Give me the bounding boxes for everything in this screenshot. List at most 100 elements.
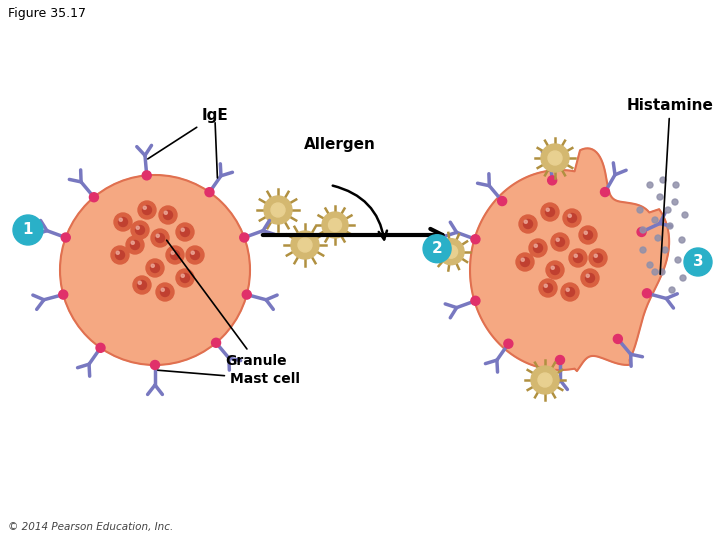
Circle shape xyxy=(548,151,562,165)
Circle shape xyxy=(471,235,480,244)
Circle shape xyxy=(156,234,159,238)
Circle shape xyxy=(131,221,149,239)
Circle shape xyxy=(594,254,598,258)
Circle shape xyxy=(115,251,125,260)
Circle shape xyxy=(143,171,151,180)
Circle shape xyxy=(534,244,542,253)
Circle shape xyxy=(151,264,154,267)
Circle shape xyxy=(205,188,214,197)
Circle shape xyxy=(563,209,581,227)
Circle shape xyxy=(143,206,151,214)
Text: 2: 2 xyxy=(432,241,443,256)
Circle shape xyxy=(504,339,513,348)
Circle shape xyxy=(589,249,607,267)
Circle shape xyxy=(565,287,575,296)
Circle shape xyxy=(60,175,250,365)
Circle shape xyxy=(669,287,675,293)
Circle shape xyxy=(567,213,577,222)
Circle shape xyxy=(659,269,665,275)
Circle shape xyxy=(662,247,668,253)
Circle shape xyxy=(176,223,194,241)
Circle shape xyxy=(637,227,646,237)
Circle shape xyxy=(131,241,135,245)
Circle shape xyxy=(539,279,557,297)
Circle shape xyxy=(657,194,663,200)
Circle shape xyxy=(652,269,658,275)
Circle shape xyxy=(524,220,527,224)
Circle shape xyxy=(551,266,559,274)
Circle shape xyxy=(271,203,285,217)
Circle shape xyxy=(667,223,673,229)
Circle shape xyxy=(568,214,572,218)
Circle shape xyxy=(186,246,204,264)
Circle shape xyxy=(642,289,652,298)
Text: © 2014 Pearson Education, Inc.: © 2014 Pearson Education, Inc. xyxy=(8,522,174,532)
Circle shape xyxy=(593,253,603,262)
Circle shape xyxy=(637,207,643,213)
Circle shape xyxy=(444,245,458,258)
Circle shape xyxy=(164,211,167,214)
Circle shape xyxy=(150,264,160,273)
Circle shape xyxy=(151,229,169,247)
Circle shape xyxy=(655,235,661,241)
Circle shape xyxy=(171,251,179,260)
Circle shape xyxy=(163,211,173,219)
Circle shape xyxy=(684,248,712,276)
Circle shape xyxy=(523,219,533,228)
Circle shape xyxy=(600,187,610,197)
Circle shape xyxy=(135,226,145,234)
Text: Histamine: Histamine xyxy=(626,98,714,274)
Circle shape xyxy=(556,355,564,364)
Polygon shape xyxy=(470,148,669,371)
Circle shape xyxy=(328,219,341,232)
Circle shape xyxy=(61,233,71,242)
Circle shape xyxy=(551,233,569,251)
Circle shape xyxy=(176,269,194,287)
Circle shape xyxy=(322,212,348,238)
Circle shape xyxy=(541,144,569,172)
Circle shape xyxy=(556,238,564,246)
Circle shape xyxy=(89,193,99,202)
Circle shape xyxy=(534,244,537,247)
Text: Allergen: Allergen xyxy=(304,138,376,152)
Circle shape xyxy=(521,258,524,261)
Circle shape xyxy=(652,217,658,223)
Circle shape xyxy=(291,231,319,259)
Circle shape xyxy=(181,227,189,237)
Circle shape xyxy=(264,196,292,224)
Circle shape xyxy=(586,274,590,278)
Circle shape xyxy=(138,281,141,285)
Circle shape xyxy=(143,206,146,210)
Circle shape xyxy=(119,218,122,221)
Circle shape xyxy=(423,235,451,262)
Circle shape xyxy=(574,253,582,262)
Circle shape xyxy=(544,284,552,293)
Circle shape xyxy=(138,201,156,219)
Circle shape xyxy=(531,366,559,394)
Circle shape xyxy=(498,197,507,206)
Circle shape xyxy=(682,212,688,218)
Circle shape xyxy=(546,207,554,217)
Text: Granule: Granule xyxy=(166,240,287,368)
Circle shape xyxy=(161,287,169,296)
Circle shape xyxy=(471,296,480,305)
Circle shape xyxy=(647,262,653,268)
Circle shape xyxy=(665,207,671,213)
Circle shape xyxy=(133,276,151,294)
Circle shape xyxy=(675,257,681,263)
Circle shape xyxy=(581,269,599,287)
Circle shape xyxy=(613,334,622,343)
Circle shape xyxy=(240,233,249,242)
Text: IgE: IgE xyxy=(148,108,228,159)
Circle shape xyxy=(13,215,43,245)
Circle shape xyxy=(529,239,547,257)
Circle shape xyxy=(136,226,140,230)
Circle shape xyxy=(574,254,577,258)
Circle shape xyxy=(130,240,140,249)
Circle shape xyxy=(96,343,105,352)
Circle shape xyxy=(138,280,146,289)
Text: Mast cell: Mast cell xyxy=(158,370,300,386)
Circle shape xyxy=(191,251,199,260)
Circle shape xyxy=(111,246,129,264)
Circle shape xyxy=(561,283,579,301)
